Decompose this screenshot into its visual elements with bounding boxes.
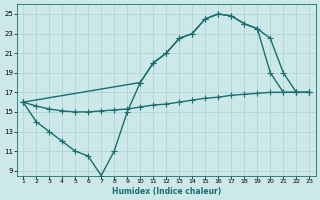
X-axis label: Humidex (Indice chaleur): Humidex (Indice chaleur)	[112, 187, 221, 196]
